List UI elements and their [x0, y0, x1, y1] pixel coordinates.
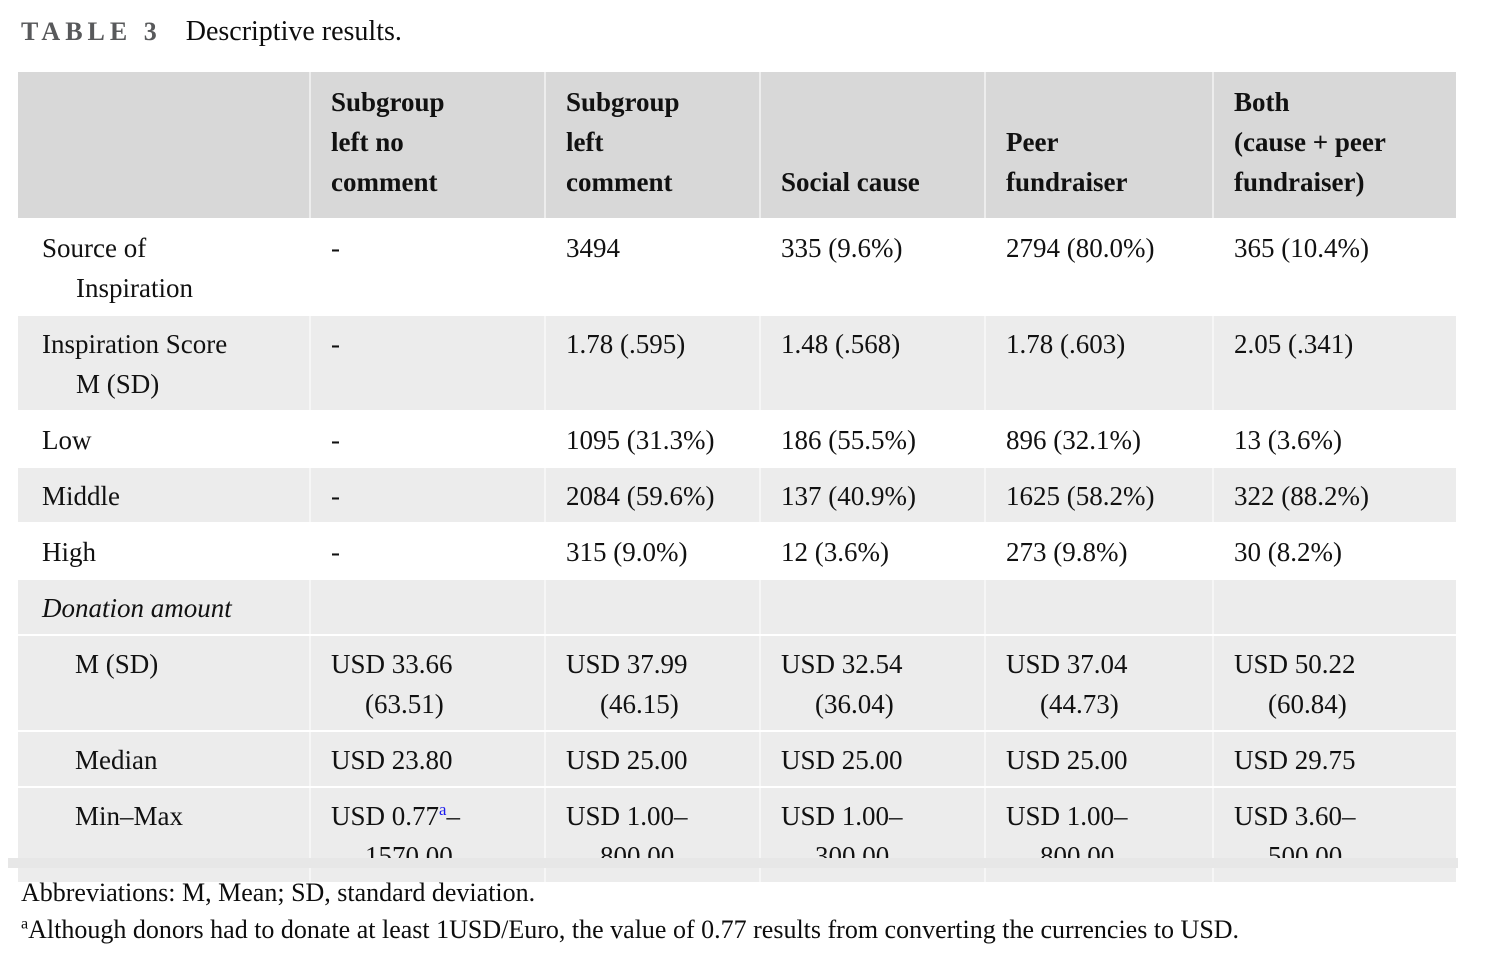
table-cell [544, 579, 760, 636]
table-cell: 322 (88.2%) [1212, 467, 1456, 524]
footnote-a-text: Although donors had to donate at least 1… [28, 915, 1240, 944]
column-header-peer-fundraiser: Peer fundraiser [984, 72, 1213, 220]
table-number-label: TABLE 3 [21, 17, 162, 46]
table-row: Median USD 23.80 USD 25.00 USD 25.00 USD… [18, 731, 1456, 788]
table-cell: USD 37.04 (44.73) [984, 635, 1213, 732]
table-cell: 2.05 (.341) [1212, 315, 1456, 412]
column-header-both: Both (cause + peer fundraiser) [1212, 72, 1456, 220]
table-cell-min-max-no-comment: USD 0.77a– 1570.00 [309, 787, 545, 884]
table-row: Source of Inspiration - 3494 335 (9.6%) … [18, 219, 1456, 316]
table-cell: - [309, 219, 545, 316]
row-label: Inspiration Score M (SD) [18, 315, 310, 412]
descriptive-results-table: Subgroup left no comment Subgroup left c… [18, 72, 1456, 884]
section-row-donation-amount: Donation amount [18, 579, 1456, 636]
abbreviations-note: Abbreviations: M, Mean; SD, standard dev… [21, 878, 536, 907]
row-label: Middle [18, 467, 310, 524]
table-cell: USD 25.00 [759, 731, 985, 788]
table-cell: USD 1.00– 300.00 [759, 787, 985, 884]
column-header-subgroup-comment: Subgroup left comment [544, 72, 760, 220]
table-cell: 1.48 (.568) [759, 315, 985, 412]
table-cell: 12 (3.6%) [759, 523, 985, 580]
cell-text: USD 0.77 [331, 801, 440, 831]
table-title: TABLE 3 Descriptive results. [21, 16, 402, 48]
table-cell: 137 (40.9%) [759, 467, 985, 524]
row-label: Median [18, 731, 310, 788]
table-cell: USD 50.22 (60.84) [1212, 635, 1456, 732]
table-cell [984, 579, 1213, 636]
row-label: Source of Inspiration [18, 219, 310, 316]
table-cell: USD 25.00 [984, 731, 1213, 788]
table-cell: - [309, 315, 545, 412]
row-label: M (SD) [18, 635, 310, 732]
footnote-a-marker: a [21, 915, 29, 933]
table-cell: 1095 (31.3%) [544, 411, 760, 468]
column-header-empty [18, 72, 310, 220]
table-cell: USD 32.54 (36.04) [759, 635, 985, 732]
table-cell: 1.78 (.595) [544, 315, 760, 412]
table-cell: USD 1.00– 800.00 [544, 787, 760, 884]
table-cell: USD 33.66 (63.51) [309, 635, 545, 732]
table-row: Min–Max USD 0.77a– 1570.00 USD 1.00– 800… [18, 787, 1456, 884]
table-row: M (SD) USD 33.66 (63.51) USD 37.99 (46.1… [18, 635, 1456, 732]
table-cell: - [309, 523, 545, 580]
table-cell: 315 (9.0%) [544, 523, 760, 580]
table-cell: 273 (9.8%) [984, 523, 1213, 580]
table-cell: 30 (8.2%) [1212, 523, 1456, 580]
table-cell: 186 (55.5%) [759, 411, 985, 468]
column-header-social-cause: Social cause [759, 72, 985, 220]
table-cell: 2794 (80.0%) [984, 219, 1213, 316]
table-cell: 335 (9.6%) [759, 219, 985, 316]
footnote-link-a[interactable]: a [439, 800, 447, 819]
table-row: Inspiration Score M (SD) - 1.78 (.595) 1… [18, 315, 1456, 412]
row-label: High [18, 523, 310, 580]
column-header-subgroup-no-comment: Subgroup left no comment [309, 72, 545, 220]
table-bottom-edge [8, 858, 1458, 868]
table-cell: 2084 (59.6%) [544, 467, 760, 524]
table-cell: USD 37.99 (46.15) [544, 635, 760, 732]
header-row: Subgroup left no comment Subgroup left c… [18, 72, 1456, 220]
table-cell: USD 23.80 [309, 731, 545, 788]
row-label: Low [18, 411, 310, 468]
table-cell: USD 3.60– 500.00 [1212, 787, 1456, 884]
table-cell: 13 (3.6%) [1212, 411, 1456, 468]
table-caption: Descriptive results. [185, 16, 402, 47]
table-cell: USD 25.00 [544, 731, 760, 788]
table-cell: 1625 (58.2%) [984, 467, 1213, 524]
table-cell [759, 579, 985, 636]
table-cell [1212, 579, 1456, 636]
table-cell: 3494 [544, 219, 760, 316]
table-row: High - 315 (9.0%) 12 (3.6%) 273 (9.8%) 3… [18, 523, 1456, 580]
table-cell [309, 579, 545, 636]
table-cell: 896 (32.1%) [984, 411, 1213, 468]
table-cell: USD 29.75 [1212, 731, 1456, 788]
table-cell: 365 (10.4%) [1212, 219, 1456, 316]
table-cell: USD 1.00– 800.00 [984, 787, 1213, 884]
row-label: Min–Max [18, 787, 310, 884]
section-label: Donation amount [18, 579, 310, 636]
footnote-a: aAlthough donors had to donate at least … [21, 911, 1239, 948]
table-row: Middle - 2084 (59.6%) 137 (40.9%) 1625 (… [18, 467, 1456, 524]
table-footnotes: Abbreviations: M, Mean; SD, standard dev… [21, 874, 1239, 948]
table-cell: - [309, 467, 545, 524]
table-row: Low - 1095 (31.3%) 186 (55.5%) 896 (32.1… [18, 411, 1456, 468]
table-cell: - [309, 411, 545, 468]
table-cell: 1.78 (.603) [984, 315, 1213, 412]
